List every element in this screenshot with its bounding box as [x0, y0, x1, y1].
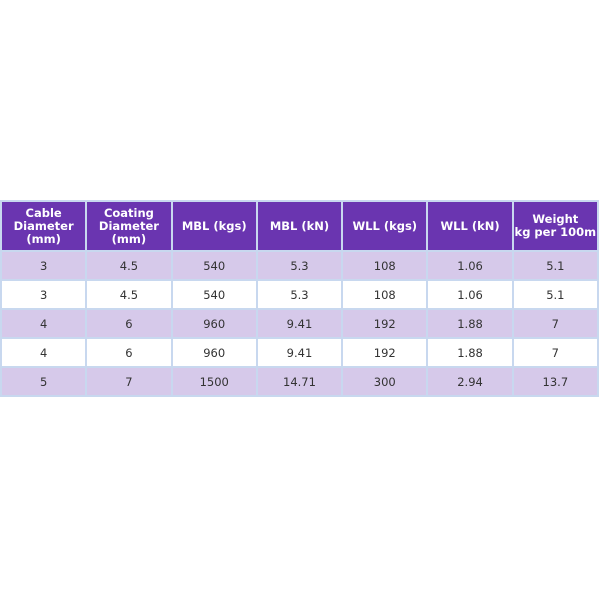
table-cell: 5.3	[255, 279, 344, 310]
table-cell: 4.5	[85, 250, 173, 281]
table-cell: 4	[0, 337, 88, 368]
column-header: Cable Diameter (mm)	[0, 200, 88, 252]
table-row: 4 6 960 9.41 192 1.88 7	[0, 337, 600, 368]
header-text: Diameter	[13, 218, 74, 233]
header-text: Cable	[25, 205, 62, 220]
header-text: Weight	[532, 212, 579, 226]
header-text: WLL (kN)	[440, 218, 500, 233]
table-cell: 9.41	[255, 337, 344, 368]
table-cell: 1.06	[426, 250, 514, 281]
column-header: Coating Diameter (mm)	[85, 200, 173, 252]
table-cell: 7	[511, 308, 600, 339]
table-cell: 4.5	[85, 279, 173, 310]
column-header: WLL (kN)	[426, 200, 514, 252]
table-row: 5 7 1500 14.71 300 2.94 13.7	[0, 366, 600, 397]
header-text: kg per 100m	[514, 225, 597, 239]
table-row: 4 6 960 9.41 192 1.88 7	[0, 308, 600, 339]
table-cell: 5.1	[511, 250, 600, 281]
column-header: Weight kg per 100m	[511, 200, 600, 252]
table-cell: 2.94	[426, 366, 514, 397]
table-cell: 13.7	[511, 366, 600, 397]
table-cell: 3	[0, 250, 88, 281]
table-cell: 5.3	[255, 250, 344, 281]
table-cell: 192	[341, 308, 429, 339]
table-cell: 1.06	[426, 279, 514, 310]
table-cell: 108	[341, 250, 429, 281]
table-cell: 5	[0, 366, 88, 397]
table-cell: 3	[0, 279, 88, 310]
table-cell: 7	[511, 337, 600, 368]
table-cell: 108	[341, 279, 429, 310]
cable-spec-table: Cable Diameter (mm) Coating Diameter (mm) MBL …	[0, 200, 600, 397]
header-text: MBL (kgs)	[181, 218, 247, 233]
header-text: (mm)	[111, 231, 147, 246]
table-cell: 1.88	[426, 337, 514, 368]
table-cell: 300	[341, 366, 429, 397]
table-cell: 540	[170, 279, 258, 310]
table-cell: 192	[341, 337, 429, 368]
table-cell: 5.1	[511, 279, 600, 310]
table-cell: 960	[170, 308, 258, 339]
column-header: MBL (kgs)	[170, 200, 258, 252]
table-cell: 6	[85, 337, 173, 368]
table-cell: 4	[0, 308, 88, 339]
column-header: MBL (kN)	[255, 200, 344, 252]
table-row: 3 4.5 540 5.3 108 1.06 5.1	[0, 279, 600, 310]
table-cell: 7	[85, 366, 173, 397]
header-text: Diameter	[98, 218, 159, 233]
header-text: MBL (kN)	[269, 218, 330, 233]
header-row: Cable Diameter (mm) Coating Diameter (mm) MBL …	[0, 200, 600, 252]
table-cell: 960	[170, 337, 258, 368]
header-text: WLL (kgs)	[352, 218, 418, 233]
table-cell: 1.88	[426, 308, 514, 339]
header-text: Coating	[103, 205, 154, 220]
column-header: WLL (kgs)	[341, 200, 429, 252]
table-cell: 14.71	[255, 366, 344, 397]
table-cell: 9.41	[255, 308, 344, 339]
table-cell: 540	[170, 250, 258, 281]
table-cell: 1500	[170, 366, 258, 397]
table-cell: 6	[85, 308, 173, 339]
header-text: (mm)	[26, 231, 61, 246]
table-row: 3 4.5 540 5.3 108 1.06 5.1	[0, 250, 600, 281]
